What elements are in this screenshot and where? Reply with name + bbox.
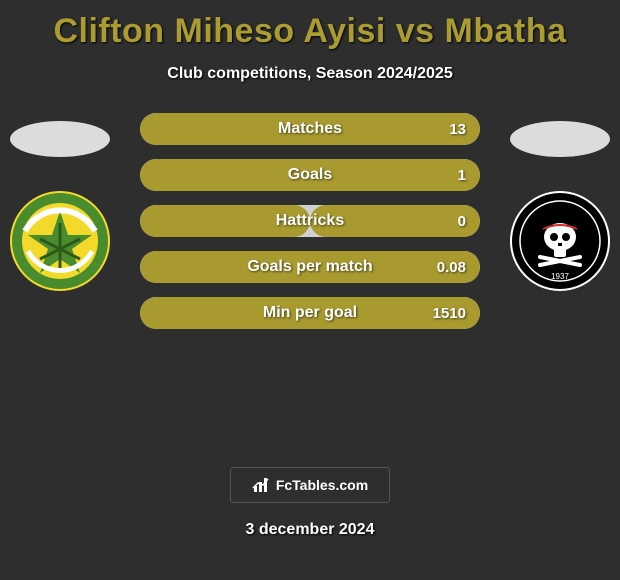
stat-bar-label: Goals <box>140 159 480 191</box>
svg-text:1937: 1937 <box>551 272 569 281</box>
stat-bar: Matches13 <box>140 113 480 145</box>
skull-icon: 1937 <box>510 191 610 291</box>
stat-bar: Goals1 <box>140 159 480 191</box>
player-left-column <box>0 113 120 291</box>
shield-icon <box>10 191 110 291</box>
stat-bar-label: Hattricks <box>140 205 480 237</box>
stat-bar-label: Matches <box>140 113 480 145</box>
watermark: FcTables.com <box>230 467 390 503</box>
stat-value-right: 1510 <box>419 297 480 329</box>
date-label: 3 december 2024 <box>0 521 620 539</box>
stat-bars: Matches13 Goals1 Hattricks0 Goals per match… <box>140 113 480 329</box>
stat-bar: Min per goal1510 <box>140 297 480 329</box>
club-crest-right: 1937 <box>510 191 610 291</box>
club-crest-left <box>10 191 110 291</box>
subtitle: Club competitions, Season 2024/2025 <box>0 65 620 83</box>
page-title: Clifton Miheso Ayisi vs Mbatha <box>0 0 620 51</box>
stat-value-right: 13 <box>435 113 480 145</box>
stat-value-right: 0 <box>444 205 480 237</box>
stat-value-right: 0.08 <box>423 251 480 283</box>
stat-value-right: 1 <box>444 159 480 191</box>
watermark-text: FcTables.com <box>276 477 368 493</box>
player-left-silhouette <box>10 121 110 157</box>
stat-bar: Hattricks0 <box>140 205 480 237</box>
chart-icon <box>252 476 270 494</box>
player-right-silhouette <box>510 121 610 157</box>
comparison-panel: 1937 Matches13 Goals1 Hattricks0 Goals per … <box>0 113 620 453</box>
stat-bar: Goals per match0.08 <box>140 251 480 283</box>
player-right-column: 1937 <box>500 113 620 291</box>
